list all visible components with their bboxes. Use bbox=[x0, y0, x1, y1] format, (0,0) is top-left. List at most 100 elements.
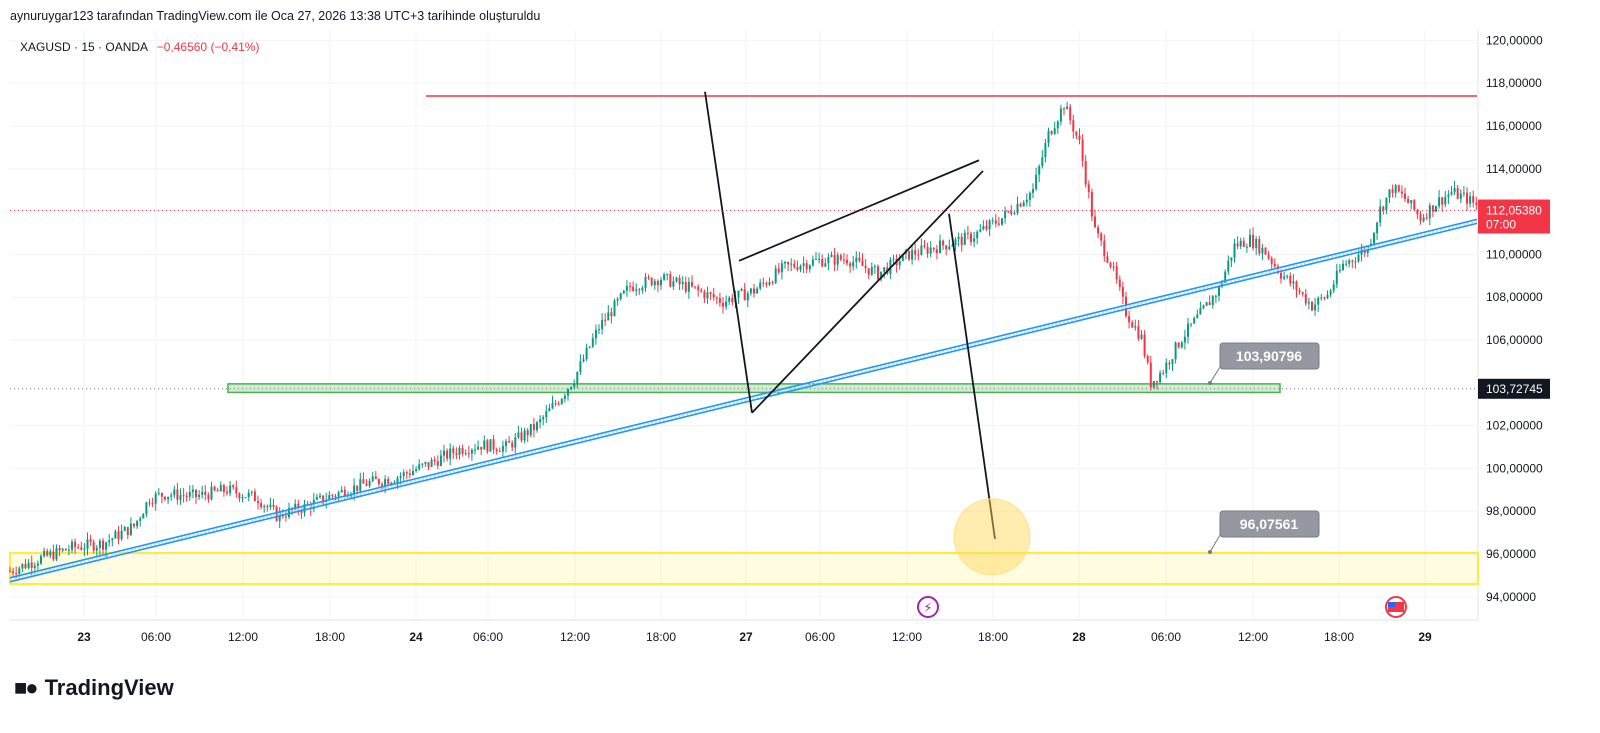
time-tick-label: 06:00 bbox=[141, 630, 171, 644]
candle-body bbox=[1094, 216, 1096, 228]
candle-body bbox=[1032, 189, 1034, 193]
candle-body bbox=[49, 551, 52, 556]
candle-body bbox=[855, 257, 858, 262]
candle-body bbox=[942, 240, 945, 246]
candle-body bbox=[1354, 261, 1357, 263]
candle-body bbox=[1038, 166, 1041, 175]
candle-body bbox=[36, 563, 39, 566]
candle-body bbox=[1007, 211, 1010, 213]
candle-body bbox=[811, 259, 814, 266]
price-tick-label: 118,00000 bbox=[1486, 76, 1542, 90]
candle-body bbox=[777, 268, 780, 273]
candle-body bbox=[154, 493, 157, 504]
callout-label: 96,07561 bbox=[1240, 516, 1299, 532]
candle-body bbox=[114, 531, 117, 539]
time-tick-label: 23 bbox=[77, 630, 91, 644]
time-tick-label: 06:00 bbox=[805, 630, 835, 644]
candle-body bbox=[656, 280, 659, 286]
tradingview-logo[interactable]: ■● TradingView bbox=[14, 675, 174, 701]
candle-body bbox=[1115, 266, 1118, 280]
price-tick-label: 102,00000 bbox=[1486, 419, 1543, 433]
candle-body bbox=[1100, 233, 1103, 241]
candle-body bbox=[390, 482, 393, 485]
candle-body bbox=[430, 459, 433, 467]
candle-body bbox=[666, 274, 669, 276]
candle-body bbox=[1087, 184, 1090, 192]
candle-body bbox=[1397, 185, 1400, 192]
zones bbox=[9, 210, 1479, 585]
candle-body bbox=[418, 464, 421, 470]
candle-body bbox=[529, 424, 532, 436]
candle-body bbox=[632, 286, 635, 291]
candle-body bbox=[1165, 362, 1168, 374]
candle-body bbox=[1255, 239, 1258, 249]
candle-body bbox=[238, 493, 241, 499]
symbol-legend[interactable]: XAGUSD · 15 · OANDA −0,46560 (−0,41%) bbox=[20, 40, 259, 54]
candle-body bbox=[1211, 296, 1214, 306]
candle-body bbox=[1249, 234, 1251, 247]
current-price-countdown: 07:00 bbox=[1486, 218, 1516, 232]
candle-body bbox=[740, 288, 743, 291]
candle-body bbox=[557, 403, 560, 405]
candle-body bbox=[1298, 290, 1301, 293]
candle-body bbox=[1128, 316, 1131, 323]
trend-line-b bbox=[9, 218, 1478, 579]
candle-body bbox=[111, 538, 114, 541]
candle-body bbox=[9, 571, 11, 573]
candle-body bbox=[467, 453, 470, 455]
candle-body bbox=[616, 299, 619, 301]
candle-body bbox=[1118, 279, 1121, 288]
candle-body bbox=[830, 254, 833, 257]
candle-body bbox=[1168, 362, 1171, 365]
candle-body bbox=[749, 288, 752, 294]
candle-body bbox=[908, 250, 910, 260]
candle-body bbox=[95, 547, 98, 551]
candle-body bbox=[120, 530, 123, 540]
candle-body bbox=[935, 249, 938, 253]
candle-body bbox=[452, 448, 455, 454]
candle-body bbox=[1301, 292, 1304, 295]
candle-body bbox=[498, 451, 501, 453]
candle-body bbox=[1348, 260, 1351, 264]
candle-body bbox=[61, 548, 64, 551]
candle-body bbox=[880, 271, 883, 280]
candle-body bbox=[1379, 206, 1382, 223]
current-price-badge bbox=[1478, 199, 1550, 234]
callout-anchor bbox=[1208, 381, 1212, 385]
candle-body bbox=[449, 448, 452, 459]
candle-body bbox=[1304, 294, 1307, 304]
callout-pointer bbox=[1209, 534, 1221, 553]
candle-body bbox=[260, 503, 263, 508]
support-zone bbox=[227, 383, 1281, 394]
candle-body bbox=[396, 478, 399, 483]
candle-body bbox=[926, 247, 929, 254]
candle-body bbox=[1004, 211, 1007, 219]
candle-body bbox=[787, 261, 790, 265]
candle-body bbox=[1239, 240, 1242, 247]
candle-body bbox=[846, 259, 848, 264]
price-tick-label: 114,00000 bbox=[1486, 162, 1542, 176]
candle-body bbox=[1422, 217, 1425, 221]
candle-body bbox=[139, 518, 142, 521]
candle-body bbox=[979, 229, 982, 232]
candle-body bbox=[455, 453, 458, 455]
candle-body bbox=[864, 266, 867, 269]
candle-body bbox=[1252, 234, 1255, 249]
us-flag-stripes bbox=[1388, 602, 1404, 612]
candle-body bbox=[272, 504, 275, 507]
candle-body bbox=[176, 489, 179, 500]
candle-body bbox=[545, 411, 548, 418]
candle-body bbox=[1317, 297, 1320, 305]
candle-body bbox=[1351, 260, 1354, 262]
candle-body bbox=[536, 422, 538, 431]
candle-body bbox=[1190, 323, 1193, 325]
candle-body bbox=[759, 282, 762, 289]
candle-body bbox=[359, 479, 362, 491]
candle-body bbox=[1453, 188, 1456, 193]
candle-body bbox=[563, 395, 566, 399]
candle-body bbox=[213, 486, 216, 491]
candle-body bbox=[148, 502, 151, 504]
candle-body bbox=[43, 550, 46, 557]
candle-body bbox=[647, 277, 650, 279]
